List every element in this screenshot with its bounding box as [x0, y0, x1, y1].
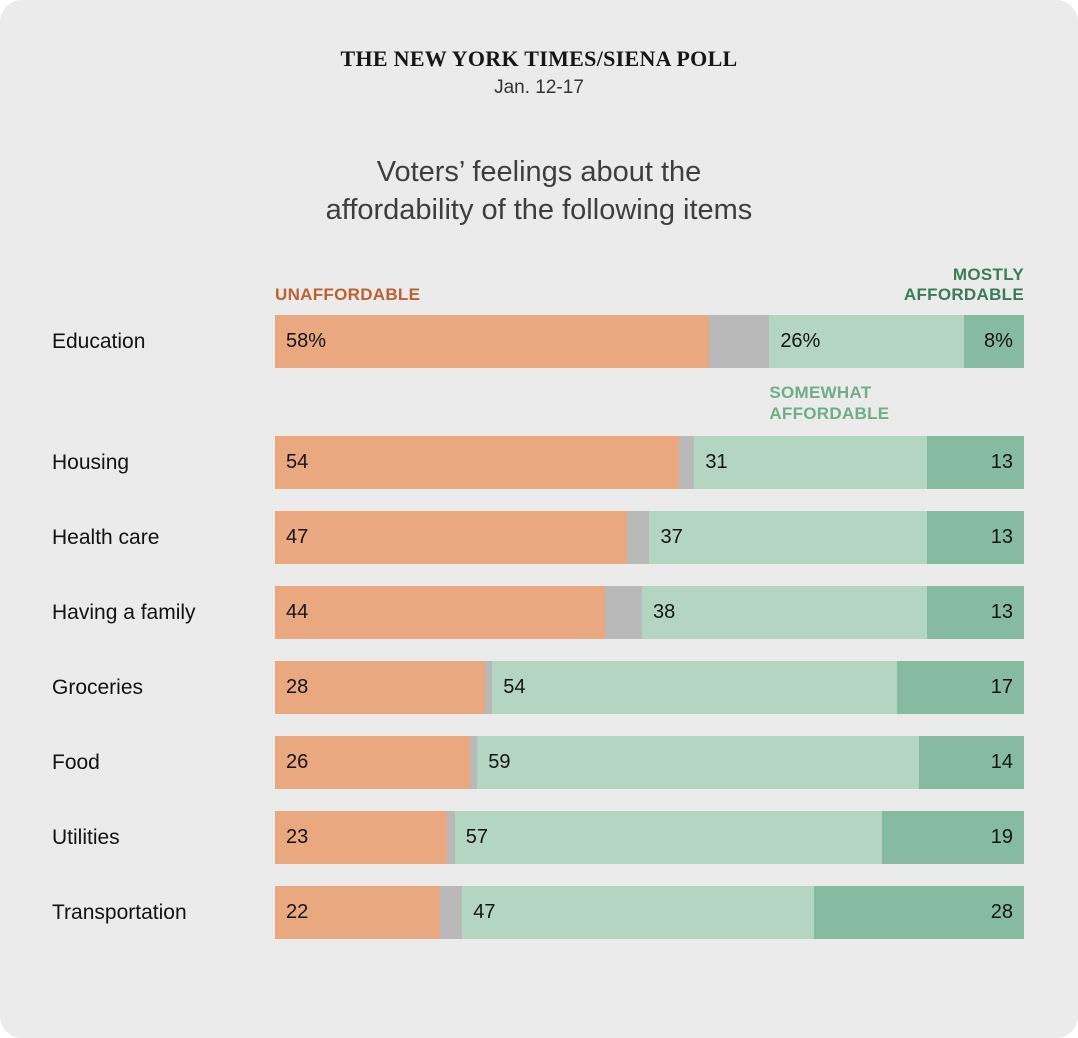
value-unaffordable: 28 [286, 676, 309, 698]
value-mostly: 13 [990, 451, 1013, 473]
segment-mostly: 28 [814, 886, 1024, 939]
stacked-bar: 54 31 13 [275, 436, 1024, 489]
legend-somewhat-line-2: AFFORDABLE [769, 404, 890, 423]
value-somewhat: 57 [465, 826, 488, 848]
segment-somewhat: 26% [769, 315, 965, 368]
value-mostly: 14 [990, 751, 1013, 773]
chart-row: Education 58% 26% 8% [0, 315, 1078, 368]
legend-mostly-line-1: MOSTLY [952, 265, 1024, 284]
chart-row: Utilities 23 57 19 [0, 811, 1078, 864]
value-mostly: 13 [990, 601, 1013, 623]
segment-unaffordable: 28 [275, 661, 485, 714]
value-unaffordable: 47 [286, 526, 309, 548]
value-unaffordable: 23 [286, 826, 309, 848]
value-somewhat: 47 [473, 901, 496, 923]
value-somewhat: 37 [660, 526, 683, 548]
segment-no-answer [439, 886, 463, 939]
segment-unaffordable: 44 [275, 586, 605, 639]
somewhat-legend-row: SOMEWHAT AFFORDABLE [275, 376, 1024, 436]
legend-mostly-affordable: MOSTLY AFFORDABLE [904, 265, 1024, 305]
segment-unaffordable: 47 [275, 511, 628, 564]
value-somewhat: 59 [488, 751, 511, 773]
chart-row: Having a family 44 38 13 [0, 586, 1078, 639]
segment-no-answer [447, 811, 455, 864]
value-unaffordable: 44 [286, 601, 309, 623]
category-label: Food [52, 750, 100, 774]
value-unaffordable: 58% [286, 330, 327, 352]
segment-no-answer [469, 736, 478, 789]
segment-no-answer [709, 315, 770, 368]
segment-somewhat: 37 [649, 511, 927, 564]
stacked-bar: 44 38 13 [275, 586, 1024, 639]
segment-mostly: 19 [881, 811, 1024, 864]
value-somewhat: 54 [503, 676, 526, 698]
chart-title-line-1: Voters’ feelings about the [376, 156, 702, 188]
category-label: Utilities [52, 825, 120, 849]
chart-rows: Education 58% 26% 8% SOMEWHAT AFFORDABLE… [0, 315, 1078, 939]
poll-source-kicker: THE NEW YORK TIMES/SIENA POLL [340, 46, 738, 71]
segment-unaffordable: 26 [275, 736, 470, 789]
segment-mostly: 13 [926, 436, 1024, 489]
value-mostly: 17 [990, 676, 1013, 698]
chart-row: Transportation 22 47 28 [0, 886, 1078, 939]
legend-mostly-line-2: AFFORDABLE [903, 285, 1024, 304]
stacked-bar: 28 54 17 [275, 661, 1024, 714]
legend-unaffordable: UNAFFORDABLE [275, 285, 421, 304]
chart-row: Food 26 59 14 [0, 736, 1078, 789]
stacked-bar: 23 57 19 [275, 811, 1024, 864]
segment-somewhat: 47 [462, 886, 815, 939]
segment-mostly: 14 [919, 736, 1024, 789]
value-unaffordable: 54 [286, 451, 309, 473]
category-label: Having a family [52, 600, 196, 624]
segment-no-answer [627, 511, 650, 564]
legend-somewhat-line-1: SOMEWHAT [769, 383, 872, 402]
segment-somewhat: 38 [641, 586, 927, 639]
legend-row: UNAFFORDABLE MOSTLY AFFORDABLE [275, 265, 1024, 305]
stacked-bar: 26 59 14 [275, 736, 1024, 789]
value-mostly: 13 [990, 526, 1013, 548]
segment-no-answer [484, 661, 493, 714]
segment-mostly: 8% [964, 315, 1024, 368]
segment-mostly: 17 [896, 661, 1024, 714]
segment-somewhat: 57 [454, 811, 882, 864]
value-unaffordable: 22 [286, 901, 309, 923]
legend-somewhat-affordable: SOMEWHAT AFFORDABLE [769, 382, 889, 424]
segment-unaffordable: 58% [275, 315, 710, 368]
chart-row: Health care 47 37 13 [0, 511, 1078, 564]
value-mostly: 28 [990, 901, 1013, 923]
segment-unaffordable: 54 [275, 436, 680, 489]
value-somewhat: 31 [705, 451, 728, 473]
segment-mostly: 13 [926, 586, 1024, 639]
category-label: Transportation [52, 900, 187, 924]
chart-row: Housing 54 31 13 [0, 436, 1078, 489]
poll-date: Jan. 12-17 [494, 77, 584, 98]
segment-unaffordable: 23 [275, 811, 448, 864]
stacked-bar: 58% 26% 8% [275, 315, 1024, 368]
segment-somewhat: 54 [492, 661, 897, 714]
value-somewhat: 38 [652, 601, 676, 623]
segment-mostly: 13 [926, 511, 1024, 564]
segment-no-answer [604, 586, 642, 639]
segment-no-answer [679, 436, 695, 489]
category-label: Groceries [52, 675, 144, 699]
chart-row: Groceries 28 54 17 [0, 661, 1078, 714]
category-label: Housing [52, 450, 130, 474]
value-somewhat: 26% [780, 330, 821, 352]
chart-title: Voters’ feelings about the affordability… [0, 153, 1078, 229]
chart-title-line-2: affordability of the following items [325, 194, 753, 226]
category-label: Health care [52, 525, 160, 549]
stacked-bar: 22 47 28 [275, 886, 1024, 939]
value-mostly: 8% [984, 330, 1013, 352]
segment-unaffordable: 22 [275, 886, 440, 939]
stacked-bar: 47 37 13 [275, 511, 1024, 564]
value-mostly: 19 [990, 826, 1013, 848]
segment-somewhat: 31 [694, 436, 927, 489]
value-unaffordable: 26 [286, 751, 309, 773]
category-label: Education [52, 329, 146, 353]
segment-somewhat: 59 [477, 736, 920, 789]
